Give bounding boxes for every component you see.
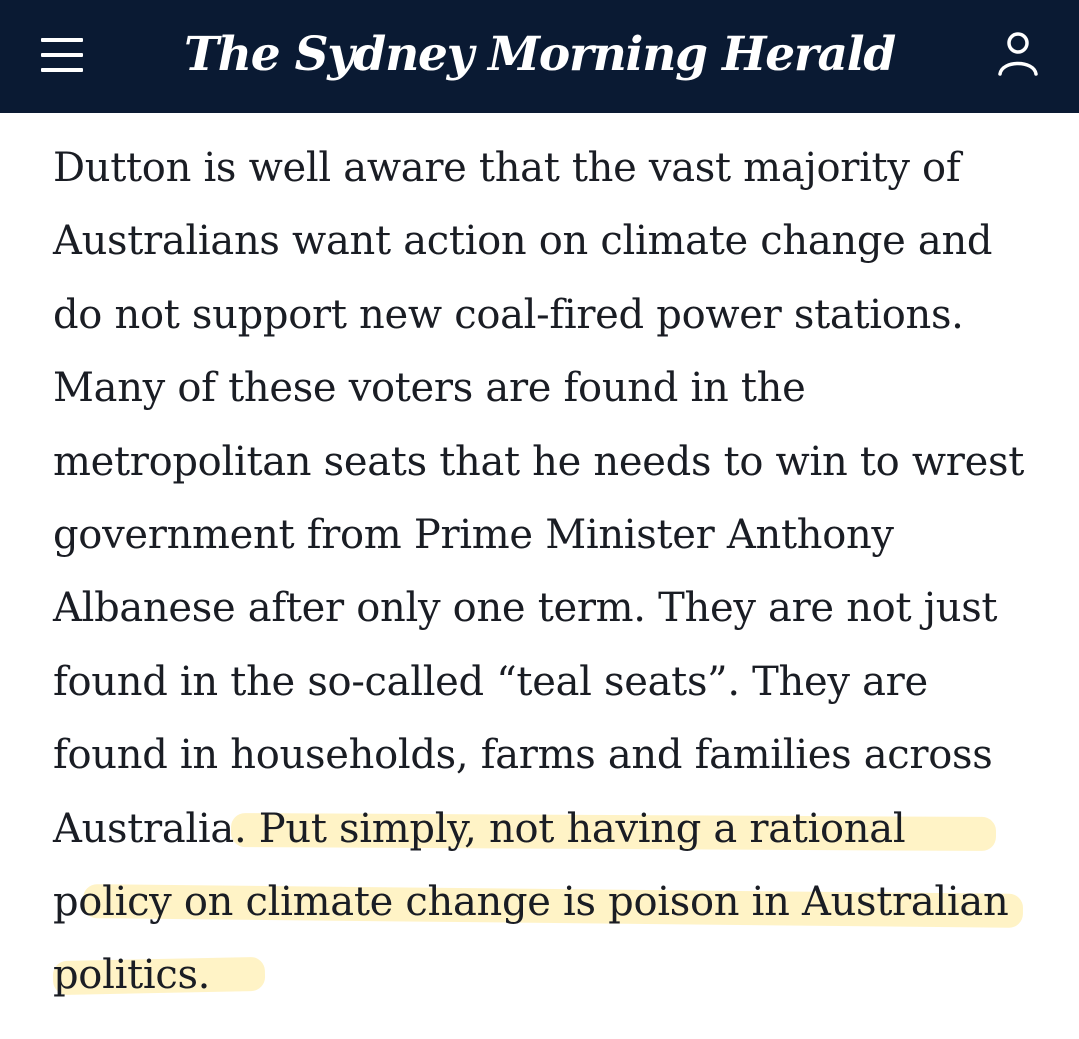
article-text-line: policy on climate change is poison in Au… [53, 879, 1009, 926]
article-text-line: Australians want action on climate chang… [53, 218, 993, 265]
article-text-line: found in households, farms and families … [53, 732, 993, 779]
article-text-line: Australia. Put simply, not having a rati… [53, 805, 906, 852]
article-body: Dutton is well aware that the vast major… [52, 132, 1043, 1013]
hamburger-menu-icon [41, 53, 83, 57]
article-text-line: Albanese after only one term. They are n… [53, 585, 998, 632]
hamburger-menu-icon [41, 38, 83, 42]
article-text-line: politics. [53, 952, 211, 999]
article-text-line: Many of these voters are found in the [53, 365, 806, 412]
masthead-logo[interactable]: The Sydney Morning Herald [183, 27, 896, 82]
account-button[interactable] [990, 26, 1046, 82]
hamburger-menu-icon [41, 68, 83, 72]
article-text-line: found in the so-called “teal seats”. The… [53, 658, 928, 705]
highlighted-passage: Australia. Put simply, not having a rati… [52, 793, 1043, 1013]
article-text-line: do not support new coal-fired power stat… [53, 291, 964, 338]
article-text-line: metropolitan seats that he needs to win … [53, 438, 1024, 485]
menu-button[interactable] [36, 30, 88, 80]
article-text-line: Dutton is well aware that the vast major… [53, 145, 961, 191]
site-header: The Sydney Morning Herald [0, 0, 1079, 113]
user-account-icon [998, 32, 1038, 76]
article-text-line: government from Prime Minister Anthony [53, 512, 894, 559]
